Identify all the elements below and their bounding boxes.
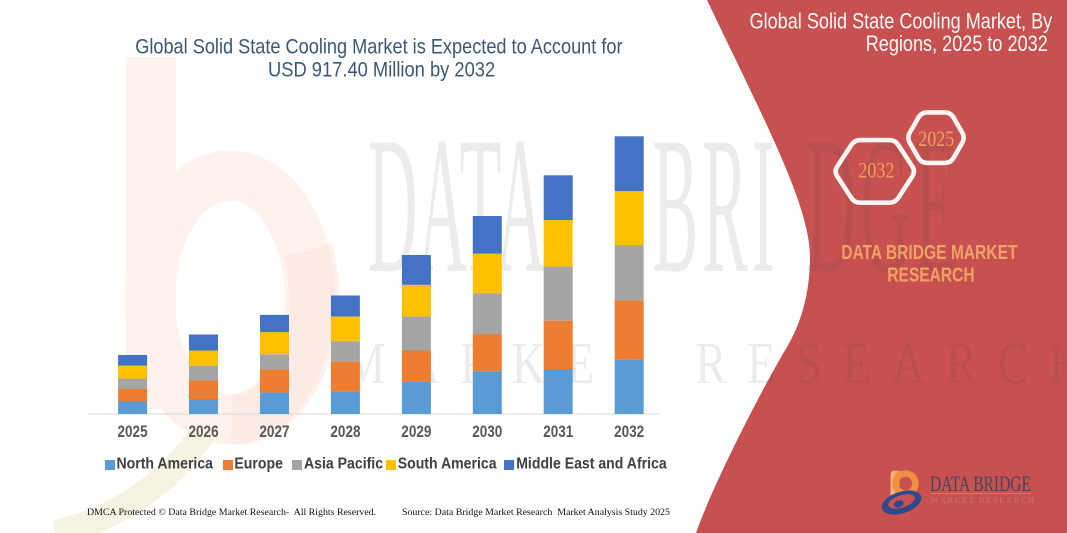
svg-text:DATA: DATA: [368, 96, 545, 314]
svg-text:MARKET RESEARCH: MARKET RESEARCH: [344, 332, 1067, 396]
svg-text:BRI: BRI: [653, 96, 779, 314]
